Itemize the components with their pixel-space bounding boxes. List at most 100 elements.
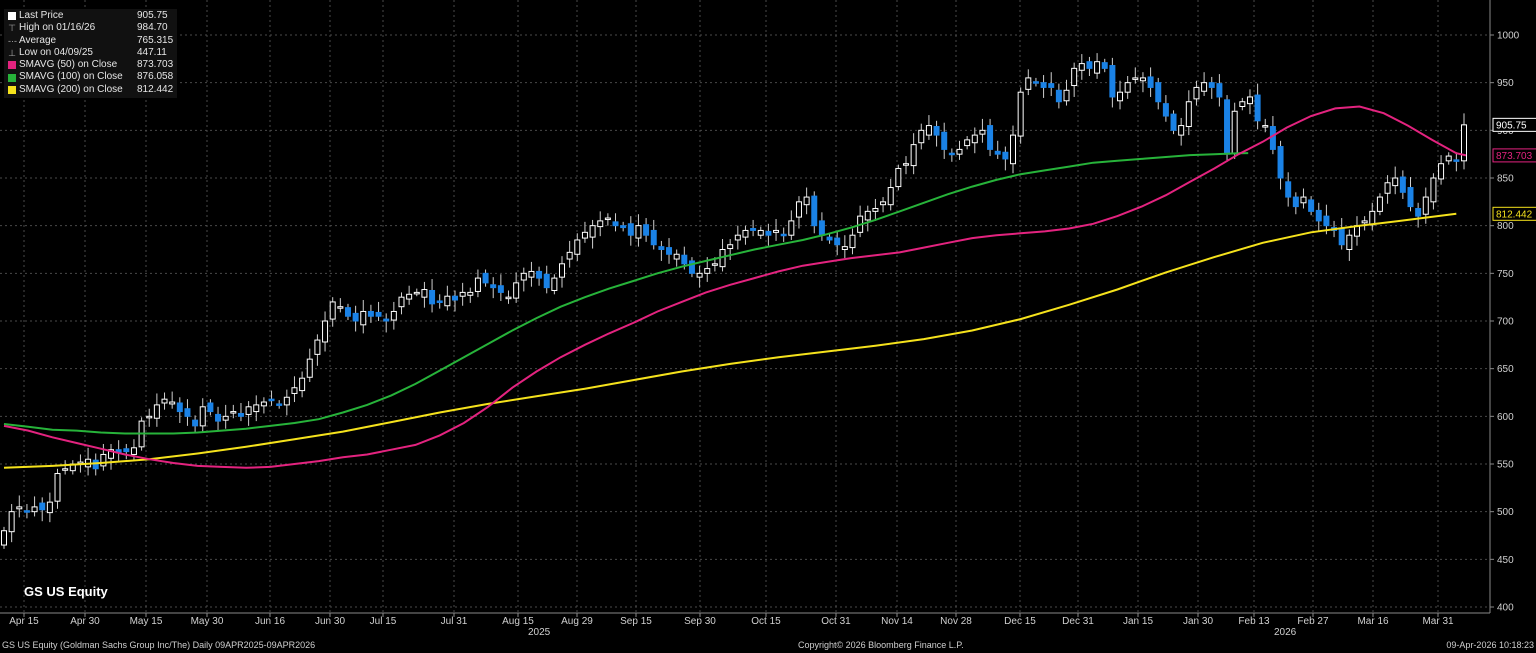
candle-body — [153, 404, 160, 419]
candle-body — [146, 415, 153, 419]
candle-body — [1254, 94, 1261, 122]
x-tick-label: Jul 31 — [441, 616, 468, 627]
candle-body — [451, 295, 458, 301]
candle-body — [398, 296, 405, 308]
candle-body — [1055, 89, 1062, 103]
y-tick-label: 800 — [1497, 221, 1514, 232]
x-tick-label: Sep 30 — [684, 616, 716, 627]
x-tick-label: Jan 30 — [1183, 616, 1213, 627]
x-tick-label: Dec 31 — [1062, 616, 1094, 627]
legend-sma50: SMAVG (50) on Close 873.703 — [8, 59, 173, 71]
candle-body — [1201, 82, 1208, 92]
candle-body — [1308, 199, 1315, 212]
y-tick-label: 600 — [1497, 412, 1514, 423]
candle-body — [337, 306, 344, 309]
year-label-2025: 2025 — [528, 627, 551, 638]
x-tick-label: Mar 16 — [1357, 616, 1389, 627]
candle-body — [765, 230, 772, 236]
y-tick-label: 400 — [1497, 603, 1514, 614]
legend-average: -·- Average 765.315 — [8, 34, 174, 46]
candle-body — [92, 459, 99, 470]
candle-body — [589, 225, 596, 238]
x-tick-label: Jul 15 — [370, 616, 397, 627]
candle-body — [620, 225, 627, 229]
footer-description: GS US Equity (Goldman Sachs Group Inc/Th… — [2, 640, 316, 650]
candle-body — [123, 448, 130, 453]
candle-body — [230, 411, 237, 414]
candle-body — [1246, 96, 1253, 105]
candle-body — [1101, 62, 1108, 69]
candle-body — [956, 148, 963, 155]
candle-body — [696, 272, 703, 278]
candle-body — [108, 449, 115, 459]
candle-body — [268, 398, 275, 402]
candle-body — [1430, 177, 1437, 203]
candle-body — [100, 453, 107, 467]
candle-body — [734, 234, 741, 241]
candle-body — [184, 408, 191, 417]
ticker-label: GS US Equity — [24, 584, 108, 599]
tick-icon: ⊥ — [8, 47, 16, 58]
candle-body — [597, 220, 604, 228]
candle-body — [604, 217, 611, 221]
candle-body — [513, 282, 520, 299]
candle-body — [176, 402, 183, 413]
candle-body — [1369, 210, 1376, 226]
price-label-box — [1492, 206, 1536, 221]
candle-body — [520, 272, 527, 281]
candle-body — [505, 296, 512, 300]
candle-body — [1438, 163, 1445, 180]
candle-body — [795, 201, 802, 218]
candle-body — [222, 415, 229, 421]
candle-body — [1132, 77, 1139, 80]
x-tick-label: Nov 28 — [940, 616, 972, 627]
candle-body — [887, 187, 894, 206]
sma200-line — [3, 212, 1457, 469]
candle-body — [688, 260, 695, 274]
candle-body — [1002, 151, 1009, 160]
candle-body — [1445, 155, 1452, 162]
candle-body — [436, 300, 443, 303]
candle-body — [1415, 208, 1422, 217]
candle-body — [215, 413, 222, 422]
candle-body — [367, 310, 374, 317]
price-label-text: 812.442 — [1496, 209, 1533, 220]
candle-body — [1048, 83, 1055, 88]
candle-body — [1178, 125, 1185, 136]
x-tick-label: Apr 15 — [9, 616, 39, 627]
candle-body — [467, 291, 474, 296]
legend-low: ⊥ Low on 04/09/25 447.11 — [8, 46, 167, 58]
candle-body — [750, 228, 757, 231]
candle-body — [941, 131, 948, 150]
candle-body — [62, 468, 69, 471]
candle-body — [1185, 101, 1192, 128]
x-tick-label: Jun 16 — [255, 616, 285, 627]
candle-body — [245, 406, 252, 415]
candle-body — [581, 231, 588, 239]
price-label-text: 905.75 — [1496, 120, 1527, 131]
candle-body — [1078, 63, 1085, 71]
candle-body — [925, 125, 932, 136]
x-tick-label: May 30 — [191, 616, 224, 627]
candle-body — [551, 277, 558, 291]
candle-body — [490, 284, 497, 289]
candle-body — [199, 406, 206, 427]
candle-body — [276, 403, 283, 406]
candle-body — [902, 163, 909, 166]
candle-body — [650, 229, 657, 246]
candle-body — [635, 225, 642, 239]
candle-body — [811, 195, 818, 227]
legend-sma100: SMAVG (100) on Close 876.058 — [8, 71, 173, 83]
y-tick-label: 850 — [1497, 174, 1514, 185]
candle-body — [406, 293, 413, 300]
price-label-box — [1492, 148, 1536, 163]
x-tick-label: Aug 29 — [561, 616, 593, 627]
footer-timestamp: 09-Apr-2026 10:18:23 — [1446, 640, 1534, 650]
legend-last-price: Last Price 905.75 — [8, 10, 173, 22]
candle-body — [964, 139, 971, 147]
candle-body — [803, 196, 810, 206]
candle-body — [1017, 91, 1024, 137]
candle-body — [1032, 81, 1039, 84]
candle-body — [207, 402, 214, 413]
candle-body — [1010, 134, 1017, 165]
